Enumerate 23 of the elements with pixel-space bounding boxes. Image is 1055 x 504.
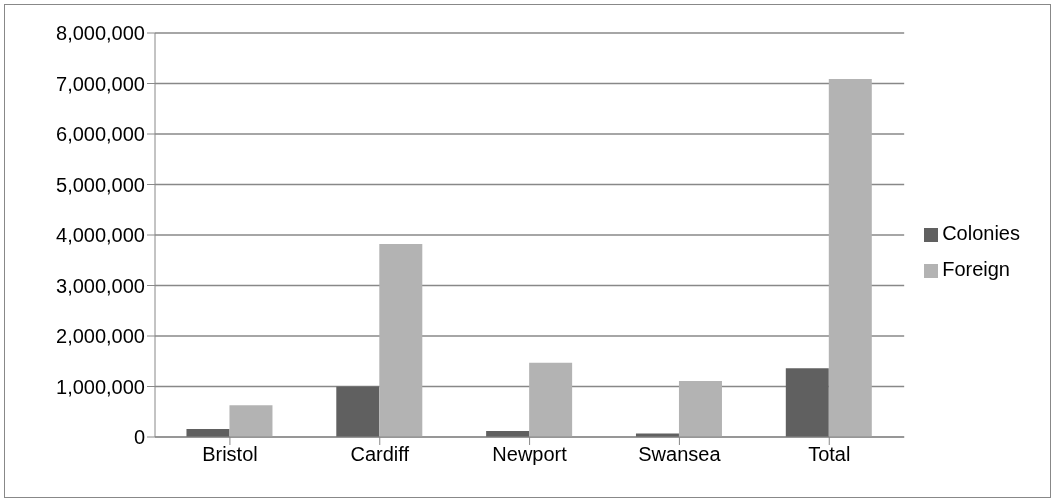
bar bbox=[529, 362, 573, 437]
legend-label: Colonies bbox=[942, 222, 1020, 244]
y-tick-label: 2,000,000 bbox=[56, 325, 145, 348]
y-tick-label: 6,000,000 bbox=[56, 123, 145, 146]
y-tick-label: 0 bbox=[133, 426, 145, 449]
y-tick-label: 7,000,000 bbox=[56, 72, 145, 95]
bar bbox=[678, 380, 722, 437]
y-tick-label: 1,000,000 bbox=[56, 375, 145, 398]
x-tick-label: Swansea bbox=[638, 443, 722, 466]
bar bbox=[336, 386, 380, 437]
y-tick-label: 3,000,000 bbox=[56, 274, 145, 297]
y-tick-label: 8,000,000 bbox=[56, 22, 145, 45]
bar bbox=[379, 244, 423, 437]
x-tick-label: Total bbox=[808, 443, 851, 466]
y-tick-label: 5,000,000 bbox=[56, 173, 145, 196]
x-tick-label: Newport bbox=[492, 443, 568, 466]
bar bbox=[828, 78, 872, 437]
x-tick-label: Cardiff bbox=[350, 443, 410, 466]
legend-label: Foreign bbox=[942, 258, 1010, 280]
x-tick-label: Bristol bbox=[202, 443, 258, 466]
bar bbox=[229, 405, 273, 437]
y-tick-label: 4,000,000 bbox=[56, 224, 145, 247]
bar bbox=[785, 368, 829, 437]
